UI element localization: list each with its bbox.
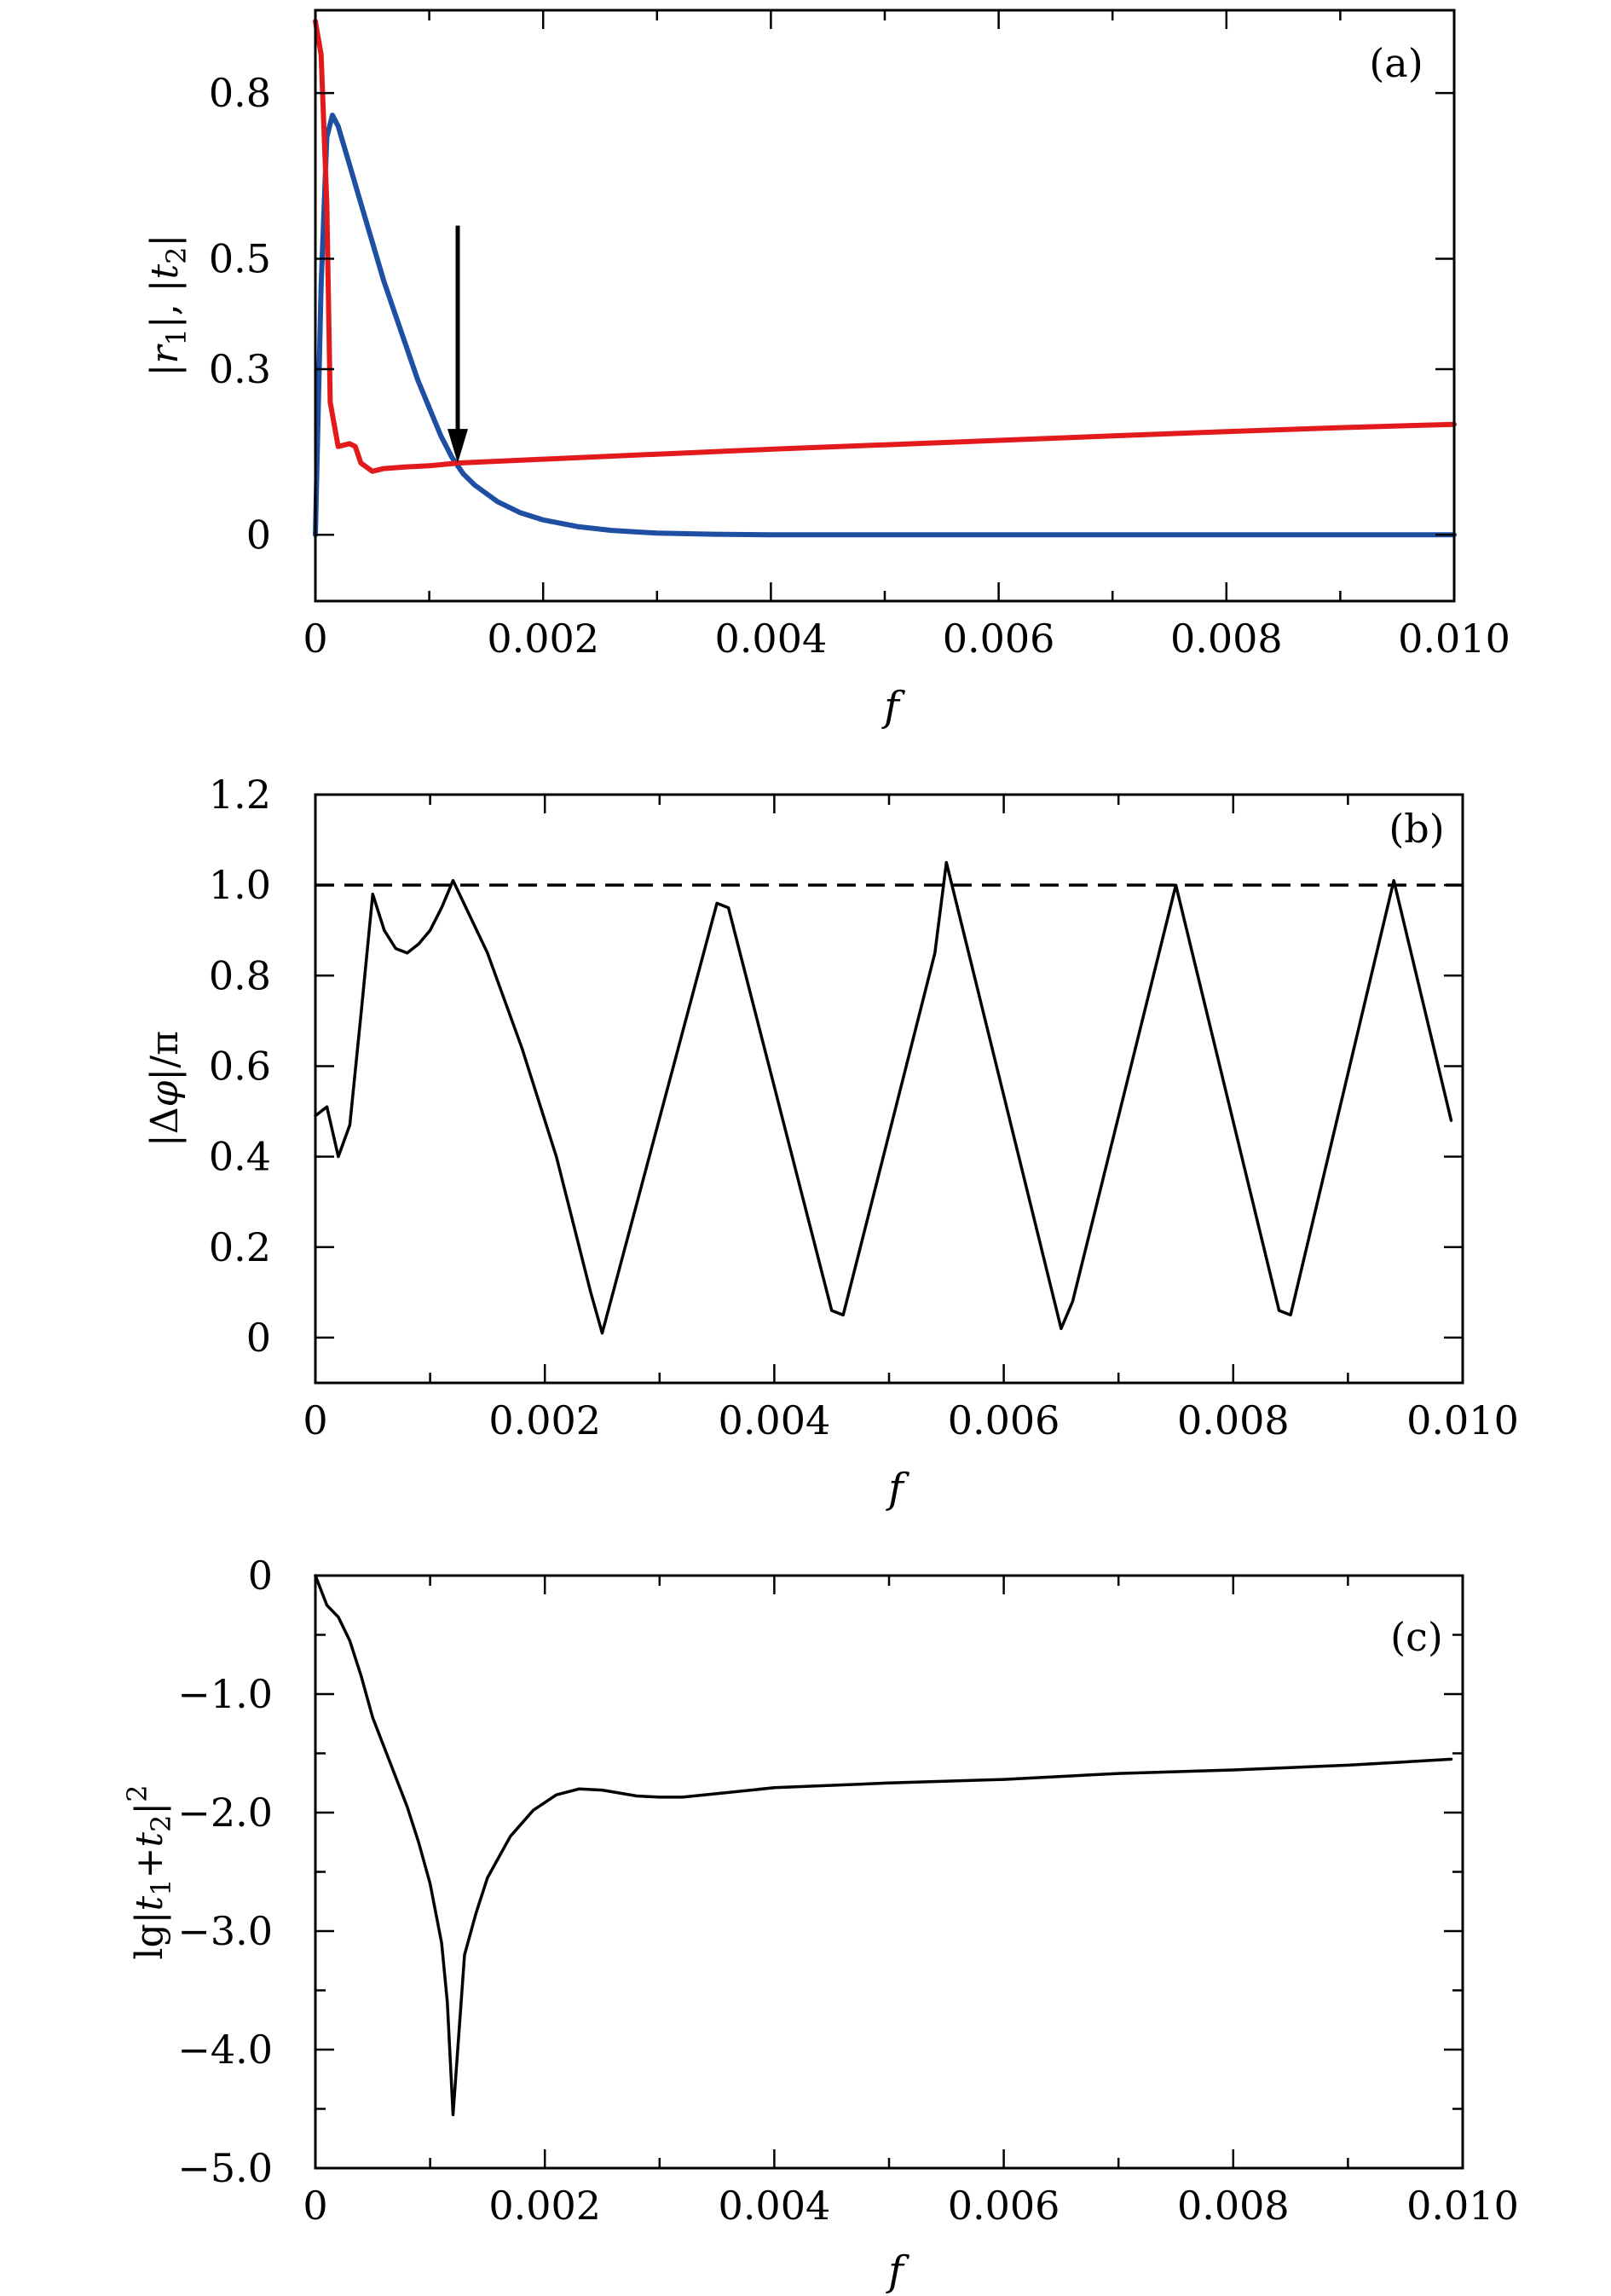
y-axis-title: lg|t1+t2|2: [121, 1784, 177, 1959]
series-line-1: [314, 860, 1453, 1335]
panel-label: (a): [1369, 40, 1423, 86]
chart-panel-c: 0 0.002 0.004 0.006 0.008 0.010 0 −1.0 −2.0 −3.0 −…: [121, 1553, 1519, 2295]
y-tick-label: −3.0: [177, 1908, 273, 1954]
series-line-2: [313, 19, 1457, 474]
x-tick-label: 0.002: [487, 616, 599, 662]
y-tick-label: 0.4: [209, 1134, 271, 1180]
chart-panel-a: 0 0.002 0.004 0.006 0.008 0.010 0 0.3 0.5 0.8 (a) f…: [143, 9, 1510, 731]
x-tick-label: 0.010: [1398, 616, 1510, 662]
y-tick-label: 0.6: [209, 1043, 271, 1089]
x-tick-label: 0.008: [1177, 1397, 1290, 1443]
x-tick-label: 0.008: [1177, 2183, 1290, 2229]
y-tick-label: −5.0: [177, 2145, 273, 2191]
x-tick-label: 0.004: [715, 616, 828, 662]
x-tick-label: 0.002: [488, 1397, 601, 1443]
x-axis-title: f: [886, 2247, 909, 2295]
panel-label: (b): [1389, 806, 1444, 852]
y-axis-title: |Δφ|/π: [143, 1031, 187, 1147]
chart-panel-b: 0 0.002 0.004 0.006 0.008 0.010 0 0.2 0.4 0.6 0.8 1…: [143, 772, 1519, 1512]
y-axis-title: |r1|, |t2|: [143, 234, 193, 377]
y-tick-label: 0.3: [209, 346, 271, 392]
x-tick-label: 0.008: [1170, 616, 1283, 662]
y-tick-label: −4.0: [177, 2027, 273, 2073]
x-tick-label: 0.006: [948, 2183, 1060, 2229]
y-tick-label: 0: [246, 1315, 271, 1361]
x-tick-label: 0: [303, 616, 327, 662]
plot-frame: [314, 1574, 1464, 2170]
x-axis-title: f: [886, 1465, 909, 1512]
series-line-1: [313, 113, 1457, 538]
y-tick-label: 0.5: [209, 235, 271, 281]
x-tick-label: 0.010: [1406, 2183, 1519, 2229]
y-tick-label: 1.0: [209, 862, 271, 908]
panel-label: (c): [1390, 1614, 1443, 1660]
x-tick-label: 0.004: [719, 2183, 831, 2229]
y-tick-label: 0: [246, 512, 271, 558]
y-tick-label: 1.2: [209, 772, 271, 818]
x-tick-label: 0: [303, 2183, 327, 2229]
x-tick-label: 0.006: [948, 1397, 1060, 1443]
y-tick-label: 0.8: [209, 70, 271, 116]
y-tick-label: 0: [248, 1553, 273, 1599]
x-axis-title: f: [881, 683, 905, 731]
y-tick-label: −2.0: [177, 1790, 273, 1836]
x-tick-label: 0.010: [1406, 1397, 1519, 1443]
y-tick-label: −1.0: [177, 1671, 273, 1717]
plot-frame: [314, 9, 1456, 603]
y-tick-label: 0.8: [209, 952, 271, 998]
y-tick-label: 0.2: [209, 1224, 271, 1270]
series-line-1: [314, 1574, 1453, 2117]
x-tick-label: 0.006: [943, 616, 1055, 662]
plot-frame: [314, 793, 1464, 1385]
x-tick-label: 0.004: [719, 1397, 831, 1443]
arrow-head: [448, 429, 468, 464]
x-tick-label: 0: [303, 1397, 327, 1443]
x-tick-label: 0.002: [488, 2183, 601, 2229]
